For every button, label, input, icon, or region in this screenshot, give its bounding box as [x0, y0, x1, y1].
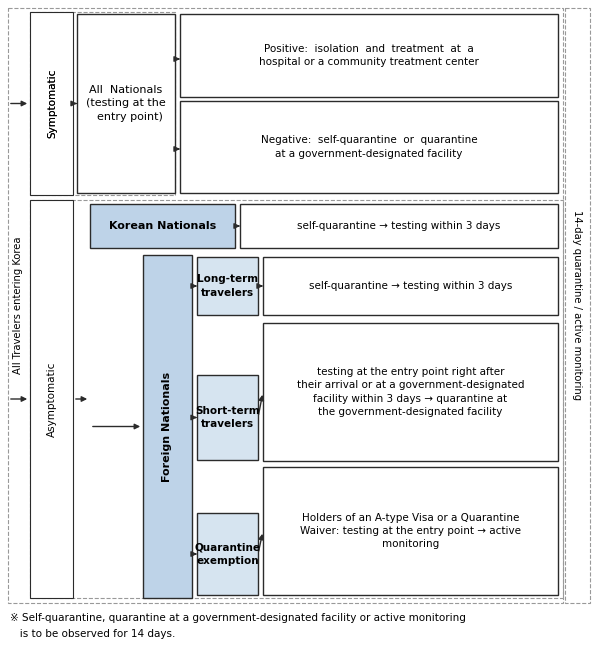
Bar [77, 14, 175, 193]
Bar [263, 467, 558, 595]
Text: Asymptomatic: Asymptomatic [47, 361, 57, 437]
Bar [240, 204, 558, 248]
Text: self-quarantine → testing within 3 days: self-quarantine → testing within 3 days [297, 221, 501, 231]
Bar [197, 257, 258, 315]
Bar [565, 8, 590, 603]
Text: self-quarantine → testing within 3 days: self-quarantine → testing within 3 days [309, 281, 512, 291]
Text: All  Nationals
(testing at the
  entry point): All Nationals (testing at the entry poin… [86, 86, 166, 122]
Bar [30, 200, 563, 598]
Bar [143, 255, 192, 598]
Bar [180, 101, 558, 193]
Text: testing at the entry point right after
their arrival or at a government-designat: testing at the entry point right after t… [297, 367, 524, 417]
Text: is to be observed for 14 days.: is to be observed for 14 days. [10, 629, 175, 639]
Text: Short-term
travelers: Short-term travelers [195, 406, 260, 429]
Bar [263, 257, 558, 315]
Bar [90, 204, 235, 248]
Text: Holders of an A-type Visa or a Quarantine
Waiver: testing at the entry point → a: Holders of an A-type Visa or a Quarantin… [300, 513, 521, 549]
Bar [30, 200, 73, 598]
Text: Quarantine
exemption: Quarantine exemption [195, 542, 260, 566]
Text: 14-day quarantine / active monitoring: 14-day quarantine / active monitoring [572, 211, 582, 401]
Text: Long-term
travelers: Long-term travelers [197, 274, 258, 297]
Text: Positive:  isolation  and  treatment  at  a
hospital or a community treatment ce: Positive: isolation and treatment at a h… [259, 44, 479, 67]
Text: Foreign Nationals: Foreign Nationals [162, 371, 172, 482]
Text: All Travelers entering Korea: All Travelers entering Korea [13, 237, 23, 374]
Text: Negative:  self-quarantine  or  quarantine
at a government-designated facility: Negative: self-quarantine or quarantine … [261, 136, 477, 159]
Bar [197, 513, 258, 595]
Bar [263, 323, 558, 461]
Text: Symptomatic: Symptomatic [47, 69, 57, 138]
Text: Korean Nationals: Korean Nationals [109, 221, 216, 231]
Bar [30, 12, 175, 195]
Bar [30, 12, 73, 195]
Bar [180, 14, 558, 97]
Text: Symptomatic: Symptomatic [47, 69, 57, 138]
Bar [197, 375, 258, 460]
Text: ※ Self-quarantine, quarantine at a government-designated facility or active moni: ※ Self-quarantine, quarantine at a gover… [10, 613, 466, 623]
